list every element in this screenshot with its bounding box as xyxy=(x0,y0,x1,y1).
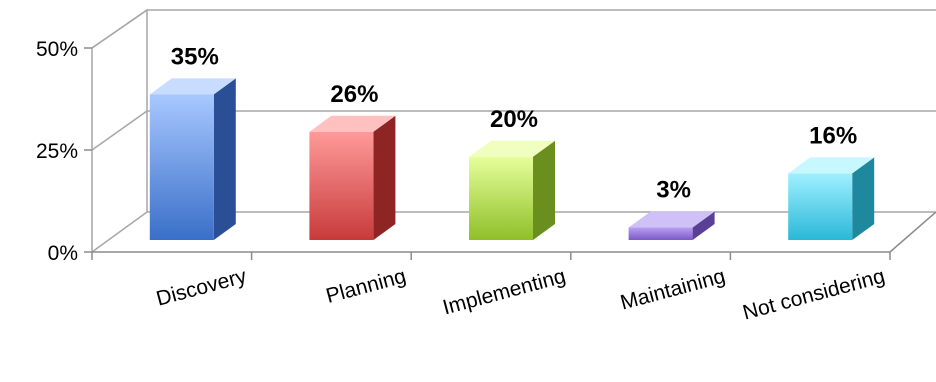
y-tick-label: 50% xyxy=(36,38,78,61)
bar-side xyxy=(373,115,396,240)
bar-maintaining xyxy=(628,211,715,240)
data-label: 16% xyxy=(809,122,857,149)
gridline xyxy=(91,9,936,49)
bar-front xyxy=(309,131,374,240)
x-category-label: Maintaining xyxy=(618,265,728,315)
x-category-label: Implementing xyxy=(440,265,568,320)
bar-front xyxy=(149,94,214,241)
bars xyxy=(149,78,875,241)
bar-side xyxy=(852,157,875,240)
bar-not-considering xyxy=(788,157,875,240)
bar-top xyxy=(628,211,715,228)
data-label: 26% xyxy=(330,81,378,108)
x-category-label: Planning xyxy=(324,265,409,308)
data-label: 20% xyxy=(490,106,538,133)
y-tick-label: 25% xyxy=(36,140,78,163)
data-label: 3% xyxy=(656,177,691,204)
bar-top xyxy=(309,115,396,132)
y-tick-label: 0% xyxy=(48,242,78,265)
bar-side xyxy=(692,211,715,240)
data-labels: 35% 26% 20% 3% 16% xyxy=(171,43,857,203)
x-axis xyxy=(91,211,936,260)
bar-side xyxy=(533,140,555,240)
bar-planning xyxy=(309,115,396,240)
data-label: 35% xyxy=(171,43,219,70)
bar-front xyxy=(469,156,533,240)
bar-front xyxy=(788,173,853,240)
x-axis-category-labels: Discovery Planning Implementing Maintaining… xyxy=(154,264,887,324)
bar-discovery xyxy=(149,78,236,241)
bar-top xyxy=(469,140,555,157)
bar-top xyxy=(149,78,236,95)
bar-implementing xyxy=(469,140,555,240)
bar-top xyxy=(788,157,875,174)
y-axis-tick-labels: 0% 25% 50% xyxy=(36,38,78,265)
bar-side xyxy=(213,78,236,241)
x-category-label: Discovery xyxy=(154,264,249,310)
x-category-label: Not considering xyxy=(740,265,887,325)
floor-right-edge xyxy=(889,211,936,253)
bar-front xyxy=(628,227,693,240)
gridline xyxy=(91,110,936,151)
